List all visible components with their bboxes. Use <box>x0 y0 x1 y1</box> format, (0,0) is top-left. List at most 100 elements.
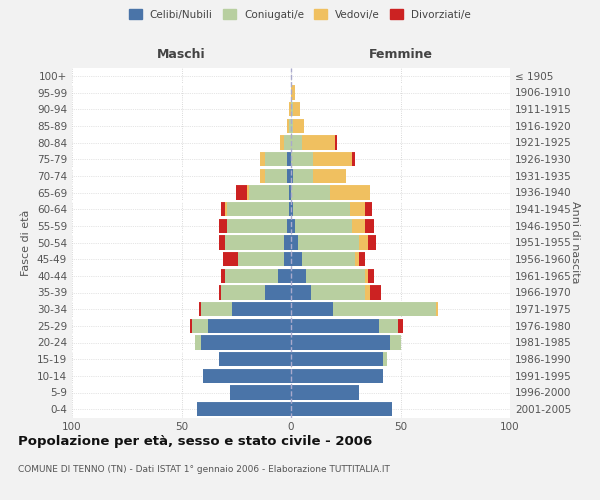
Bar <box>291 219 295 233</box>
Bar <box>389 336 401 349</box>
Bar <box>208 319 291 333</box>
Bar <box>293 169 313 183</box>
Bar <box>219 219 227 233</box>
Bar <box>313 169 346 183</box>
Bar <box>398 319 403 333</box>
Bar <box>307 268 365 283</box>
Bar <box>359 252 365 266</box>
Bar <box>291 268 307 283</box>
Bar <box>331 186 370 200</box>
Bar <box>291 402 392 416</box>
Bar <box>335 136 337 149</box>
Bar <box>284 252 291 266</box>
Bar <box>227 219 287 233</box>
Bar <box>365 286 370 300</box>
Y-axis label: Anni di nascita: Anni di nascita <box>570 201 580 283</box>
Bar <box>265 152 287 166</box>
Bar <box>284 236 291 250</box>
Bar <box>230 386 291 400</box>
Bar <box>219 236 226 250</box>
Bar <box>352 219 365 233</box>
Bar <box>368 236 376 250</box>
Bar <box>260 152 265 166</box>
Bar <box>365 219 374 233</box>
Bar <box>311 286 365 300</box>
Bar <box>203 369 291 383</box>
Bar <box>291 319 379 333</box>
Bar <box>250 186 289 200</box>
Bar <box>291 336 389 349</box>
Bar <box>291 352 383 366</box>
Bar <box>223 252 238 266</box>
Bar <box>291 252 302 266</box>
Bar <box>291 386 359 400</box>
Bar <box>355 252 359 266</box>
Bar <box>247 186 250 200</box>
Bar <box>221 268 226 283</box>
Legend: Celibi/Nubili, Coniugati/e, Vedovi/e, Divorziati/e: Celibi/Nubili, Coniugati/e, Vedovi/e, Di… <box>125 5 475 24</box>
Bar <box>368 268 374 283</box>
Bar <box>370 286 381 300</box>
Bar <box>221 286 265 300</box>
Bar <box>436 302 438 316</box>
Bar <box>287 219 291 233</box>
Bar <box>295 219 352 233</box>
Bar <box>291 302 332 316</box>
Bar <box>365 202 372 216</box>
Bar <box>293 202 350 216</box>
Bar <box>313 152 352 166</box>
Bar <box>236 186 247 200</box>
Bar <box>289 102 291 116</box>
Y-axis label: Fasce di età: Fasce di età <box>22 210 31 276</box>
Bar <box>219 352 291 366</box>
Bar <box>219 286 221 300</box>
Bar <box>291 118 293 133</box>
Bar <box>284 136 291 149</box>
Bar <box>232 302 291 316</box>
Text: Popolazione per età, sesso e stato civile - 2006: Popolazione per età, sesso e stato civil… <box>18 435 372 448</box>
Bar <box>379 319 398 333</box>
Bar <box>287 118 289 133</box>
Bar <box>298 236 359 250</box>
Bar <box>291 286 311 300</box>
Bar <box>201 336 291 349</box>
Bar <box>221 202 226 216</box>
Bar <box>226 202 227 216</box>
Bar <box>201 302 232 316</box>
Bar <box>199 302 201 316</box>
Bar <box>383 352 388 366</box>
Text: Femmine: Femmine <box>368 48 433 60</box>
Bar <box>291 236 298 250</box>
Bar <box>238 252 284 266</box>
Bar <box>278 268 291 283</box>
Bar <box>287 152 291 166</box>
Bar <box>291 152 313 166</box>
Bar <box>302 136 335 149</box>
Bar <box>197 402 291 416</box>
Bar <box>359 236 368 250</box>
Bar <box>293 118 304 133</box>
Bar <box>352 152 355 166</box>
Bar <box>291 86 295 100</box>
Bar <box>291 202 293 216</box>
Bar <box>291 102 293 116</box>
Bar <box>193 319 208 333</box>
Bar <box>291 369 383 383</box>
Bar <box>265 286 291 300</box>
Bar <box>280 136 284 149</box>
Bar <box>291 186 331 200</box>
Bar <box>194 336 201 349</box>
Bar <box>289 186 291 200</box>
Bar <box>226 236 284 250</box>
Bar <box>332 302 436 316</box>
Bar <box>291 169 293 183</box>
Bar <box>293 102 300 116</box>
Bar <box>291 136 302 149</box>
Bar <box>350 202 365 216</box>
Bar <box>226 268 278 283</box>
Bar <box>302 252 355 266</box>
Text: COMUNE DI TENNO (TN) - Dati ISTAT 1° gennaio 2006 - Elaborazione TUTTITALIA.IT: COMUNE DI TENNO (TN) - Dati ISTAT 1° gen… <box>18 465 390 474</box>
Bar <box>287 169 291 183</box>
Bar <box>265 169 287 183</box>
Bar <box>260 169 265 183</box>
